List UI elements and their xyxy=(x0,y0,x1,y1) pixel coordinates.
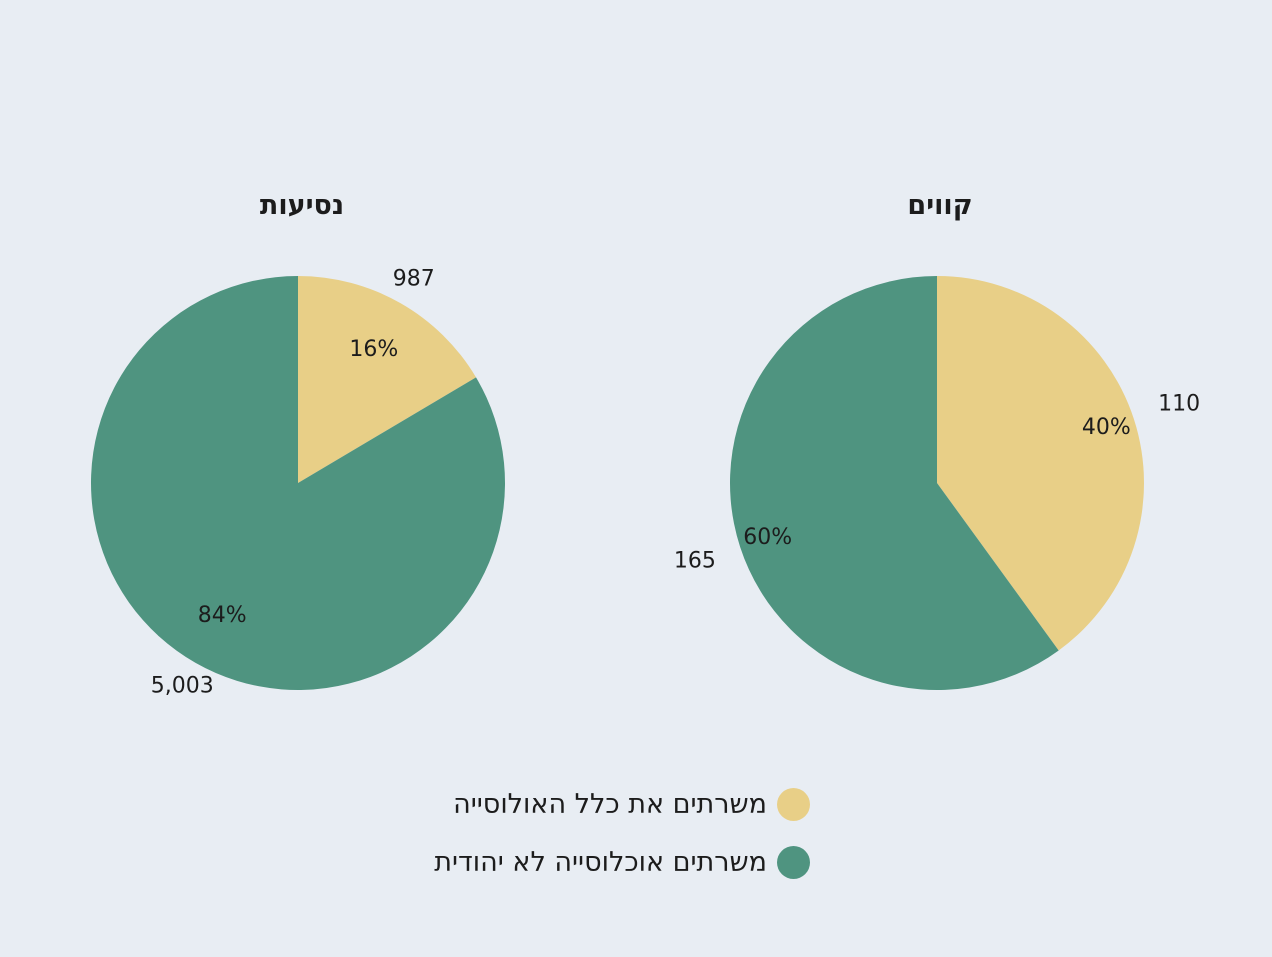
percent-label-trips-0: 16% xyxy=(349,337,398,362)
percent-label-lines-1: 60% xyxy=(743,525,792,550)
value-label-trips-0: 987 xyxy=(393,267,435,292)
legend-label-general: משרתים את כלל האולוסייה xyxy=(453,788,767,820)
legend-item-general: משרתים את כלל האולוסייה xyxy=(434,780,810,828)
value-label-lines-0: 110 xyxy=(1158,391,1200,416)
pie-slice-trips-1 xyxy=(91,276,506,691)
percent-label-lines-0: 40% xyxy=(1082,415,1131,440)
chart-title-trips: נסיעות xyxy=(259,190,345,221)
legend-swatch-general xyxy=(777,787,810,821)
legend: משרתים את כלל האולוסייה משרתים אוכלוסייה… xyxy=(434,780,810,896)
legend-label-non-jewish: משרתים אוכלוסייה לא יהודית xyxy=(434,846,767,878)
value-label-lines-1: 165 xyxy=(674,549,716,574)
percent-label-trips-1: 84% xyxy=(198,603,247,628)
value-label-trips-1: 5,003 xyxy=(151,673,214,698)
chart-title-lines: קווים xyxy=(907,190,973,221)
legend-swatch-non-jewish xyxy=(777,845,810,879)
pie-slice-trips-0 xyxy=(298,276,477,483)
legend-item-non-jewish: משרתים אוכלוסייה לא יהודית xyxy=(434,838,810,886)
pie-slice-lines-0 xyxy=(937,276,1144,651)
pie-slice-lines-1 xyxy=(729,276,1059,691)
